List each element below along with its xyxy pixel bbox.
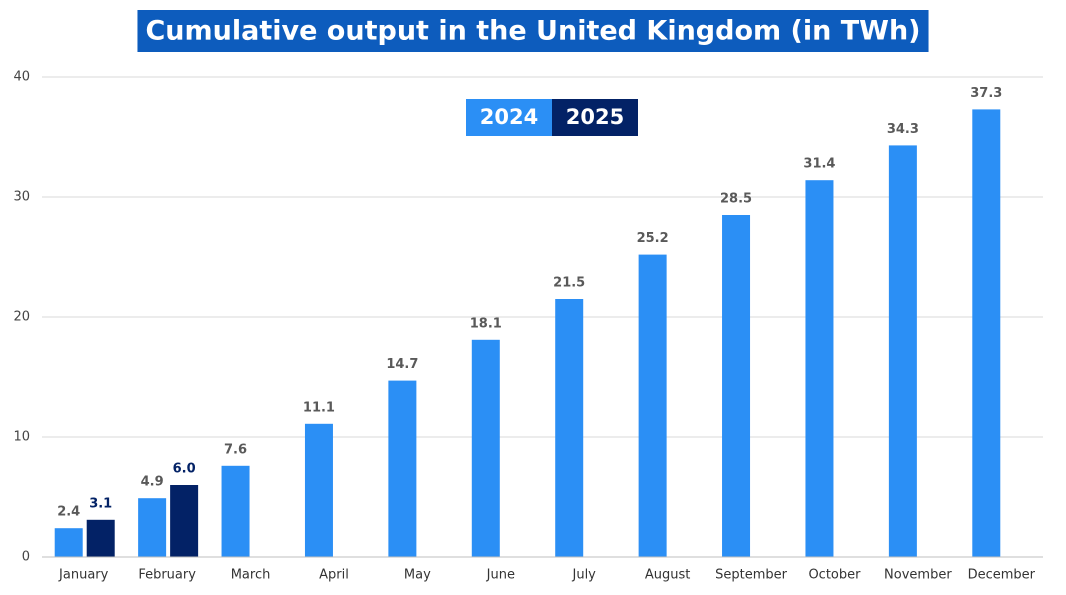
x-tick-label: October bbox=[808, 568, 861, 583]
x-tick-label: March bbox=[231, 568, 271, 583]
bar bbox=[54, 528, 83, 557]
value-label: 37.3 bbox=[970, 86, 1002, 101]
value-label: 11.1 bbox=[303, 400, 335, 415]
x-tick-label: November bbox=[884, 568, 952, 583]
value-label: 25.2 bbox=[637, 231, 669, 246]
value-label: 34.3 bbox=[887, 122, 919, 137]
bar bbox=[972, 109, 1001, 558]
bar bbox=[722, 215, 751, 557]
bar bbox=[471, 339, 500, 557]
x-tick-label: September bbox=[715, 568, 788, 583]
y-tick-label: 10 bbox=[13, 430, 30, 445]
bar bbox=[138, 498, 167, 557]
legend-swatch bbox=[552, 99, 638, 136]
x-tick-label: December bbox=[968, 568, 1036, 583]
bar bbox=[388, 380, 417, 557]
bar bbox=[555, 299, 584, 557]
bar bbox=[805, 180, 834, 557]
chart-title: Cumulative output in the United Kingdom … bbox=[145, 16, 920, 47]
value-label: 3.1 bbox=[89, 496, 112, 511]
bar bbox=[638, 254, 667, 557]
value-label: 31.4 bbox=[803, 157, 835, 172]
value-label: 6.0 bbox=[173, 462, 196, 477]
x-tick-label: July bbox=[572, 568, 597, 583]
y-tick-label: 0 bbox=[22, 550, 30, 565]
value-label: 18.1 bbox=[470, 316, 502, 331]
x-tick-label: August bbox=[645, 568, 691, 583]
value-label: 2.4 bbox=[57, 505, 80, 520]
x-tick-label: February bbox=[138, 568, 196, 583]
value-label: 7.6 bbox=[224, 442, 247, 457]
value-label: 21.5 bbox=[553, 276, 585, 291]
bar bbox=[221, 465, 250, 557]
x-tick-label: June bbox=[486, 568, 515, 583]
value-label: 14.7 bbox=[386, 357, 418, 372]
legend-label: 2024 bbox=[480, 105, 538, 129]
x-tick-label: May bbox=[404, 568, 431, 583]
x-tick-label: January bbox=[58, 568, 109, 583]
legend-swatch bbox=[466, 99, 552, 136]
value-label: 4.9 bbox=[141, 475, 164, 490]
legend-label: 2025 bbox=[566, 105, 624, 129]
y-tick-label: 30 bbox=[13, 190, 30, 205]
y-tick-label: 40 bbox=[13, 70, 30, 85]
bar bbox=[304, 423, 333, 557]
bar bbox=[86, 519, 115, 557]
bar bbox=[888, 145, 917, 557]
title-box bbox=[137, 10, 929, 52]
bar bbox=[170, 485, 199, 557]
value-label: 28.5 bbox=[720, 192, 752, 207]
x-tick-label: April bbox=[319, 568, 349, 583]
y-tick-label: 20 bbox=[13, 310, 30, 325]
